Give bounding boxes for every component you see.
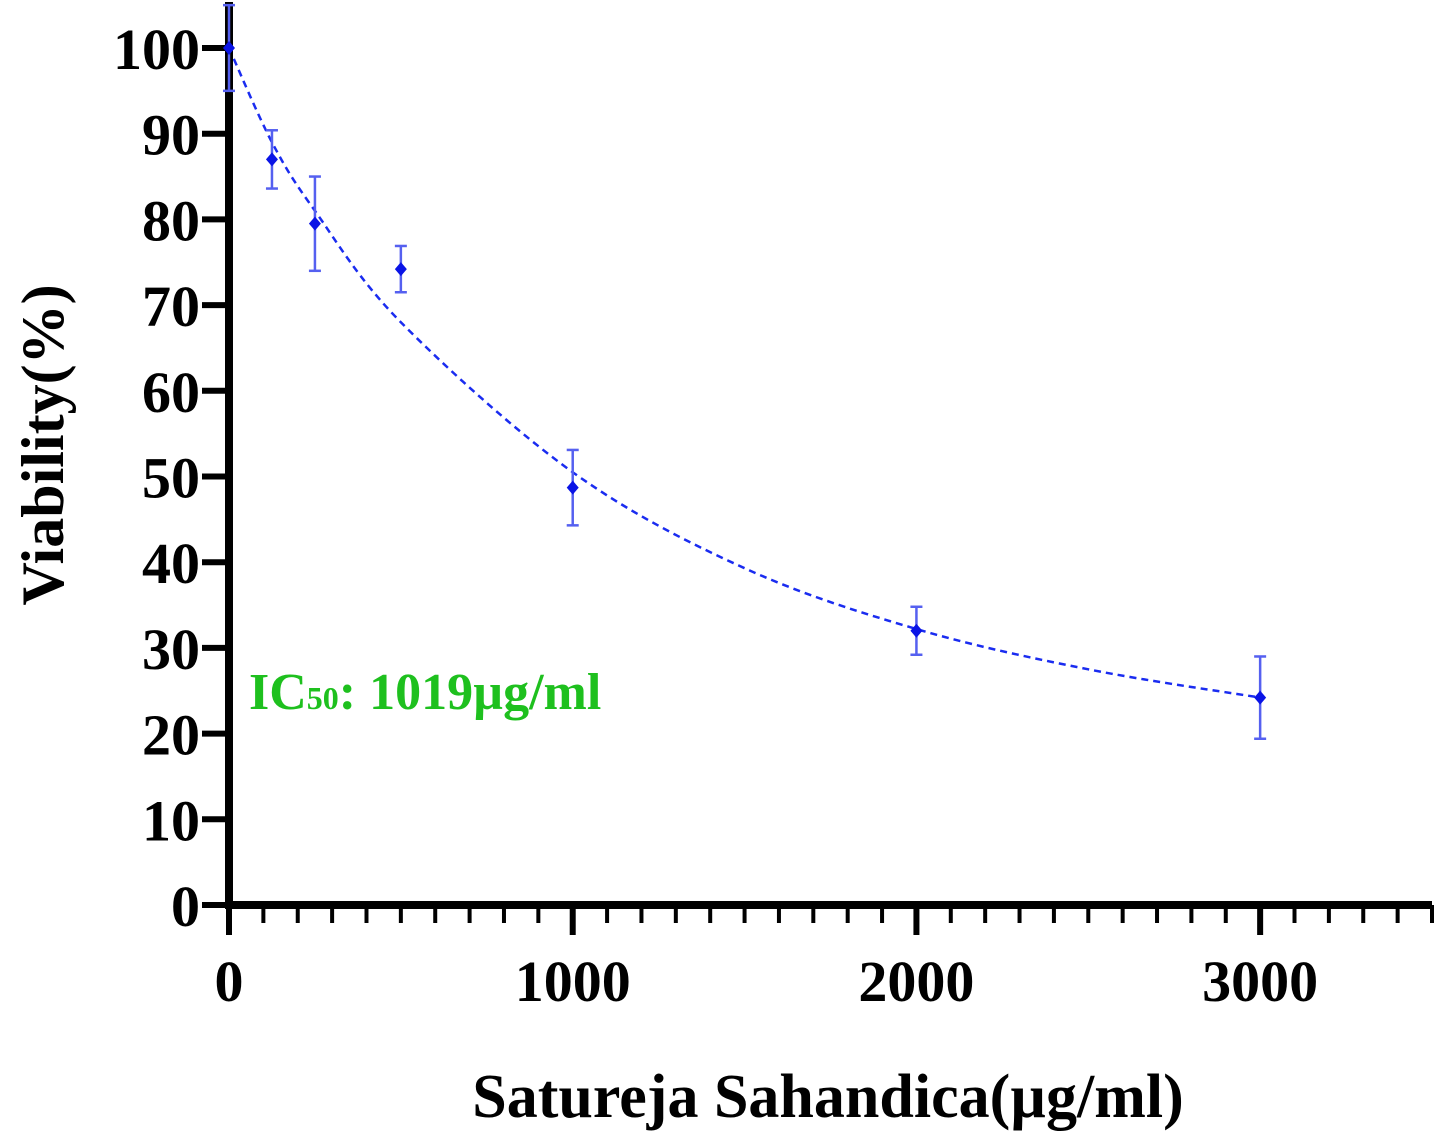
point-marker	[910, 623, 923, 638]
y-tick-label: 0	[171, 874, 200, 939]
x-tick-label: 3000	[1202, 949, 1318, 1014]
y-tick-label: 60	[142, 360, 200, 425]
x-tick-label: 1000	[515, 949, 631, 1014]
y-tick-label: 10	[142, 788, 200, 853]
data-point	[1254, 655, 1267, 740]
ic50-main: IC	[249, 664, 307, 721]
x-tick-label: 0	[215, 949, 244, 1014]
data-point	[566, 448, 579, 527]
axes-layer	[225, 2, 1432, 909]
point-marker	[566, 480, 579, 495]
data-point	[910, 605, 923, 657]
x-tick-label: 2000	[858, 949, 974, 1014]
ic50-annotation: IC50: 1019µg/ml	[249, 664, 601, 721]
data-point	[308, 175, 321, 273]
ic50-subscript: 50	[307, 680, 339, 716]
fit-curve	[227, 47, 1261, 699]
y-tick-label: 30	[142, 617, 200, 682]
y-tick-label: 90	[142, 103, 200, 168]
y-tick-label: 20	[142, 703, 200, 768]
point-marker	[223, 41, 235, 55]
fit-curve-layer	[227, 47, 1261, 699]
y-axis-label: Viability(%)	[10, 284, 76, 605]
y-tick-label: 70	[142, 274, 200, 339]
data-points	[223, 3, 1267, 740]
data-point	[394, 244, 407, 294]
y-tick-label: 80	[142, 188, 200, 253]
point-marker	[308, 216, 321, 231]
point-marker	[265, 152, 278, 167]
data-point	[223, 3, 235, 93]
x-ticks: 0 1000 2000 3000	[215, 905, 1434, 1014]
y-tick-label: 50	[142, 446, 200, 511]
point-marker	[394, 262, 407, 277]
ic50-value: : 1019µg/ml	[339, 664, 602, 721]
y-ticks: 0 10 20 30 40 50 60 70 80 90 100	[113, 17, 229, 939]
data-point	[265, 129, 278, 190]
y-tick-label: 40	[142, 531, 200, 596]
y-tick-label: 100	[113, 17, 200, 82]
x-axis-label: Satureja Sahandica(µg/ml)	[472, 1063, 1183, 1131]
point-marker	[1254, 690, 1267, 705]
